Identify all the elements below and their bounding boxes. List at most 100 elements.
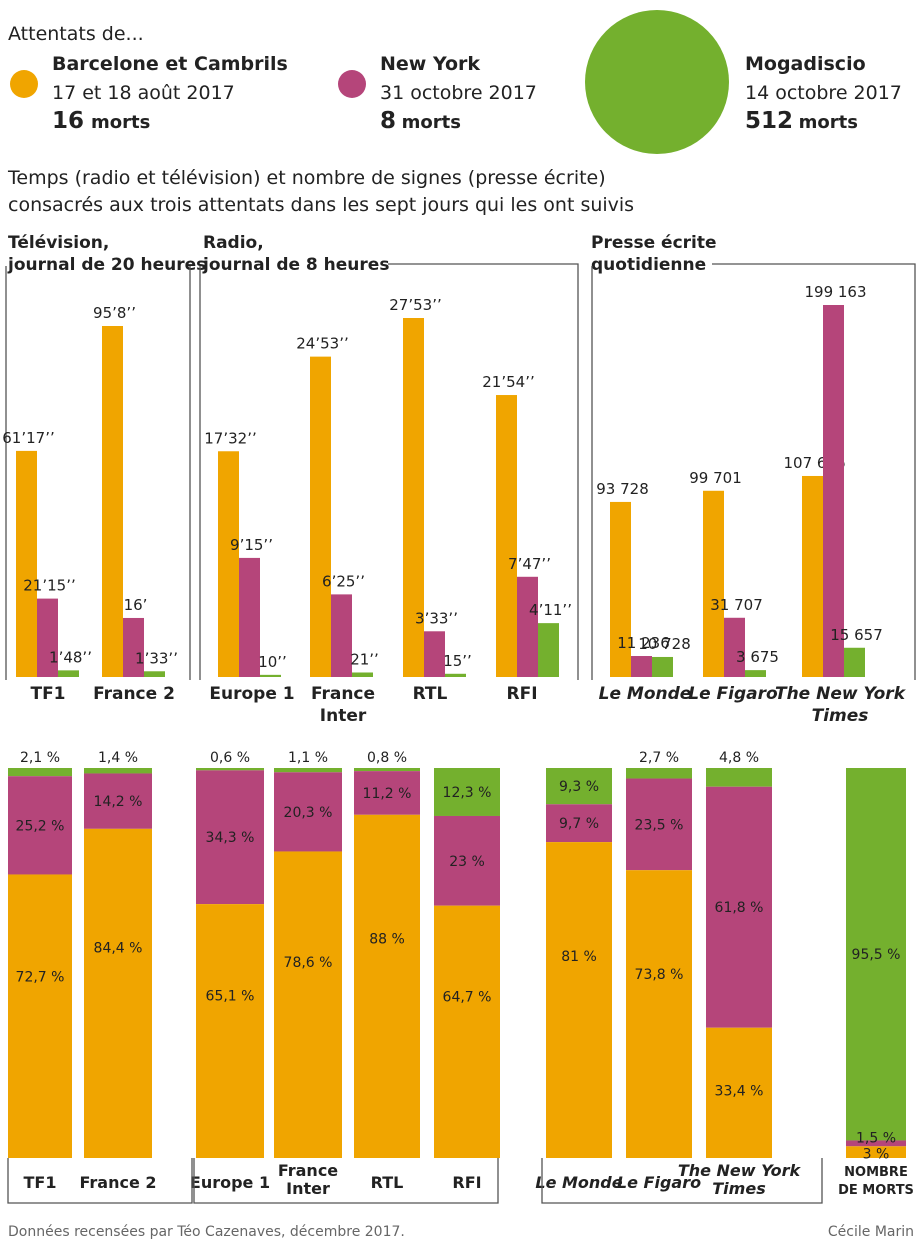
share-label-nombre-de-morts-mogadiscio: 95,5 % — [852, 947, 901, 963]
bar-tf1-barcelona — [16, 450, 37, 677]
bar-france-inter-newyork — [331, 594, 352, 677]
tv-bottom-bracket — [7, 1158, 193, 1204]
share-label-rtl-mogadiscio: 0,8 % — [367, 750, 407, 766]
value-label-france-2-barcelona: 95’8’’ — [93, 304, 136, 322]
stack-france-inter-newyork — [274, 772, 342, 852]
subtitle-line-1: Temps (radio et télévision) et nombre de… — [7, 167, 606, 189]
share-label-tf1-newyork: 25,2 % — [16, 818, 65, 834]
share-label-le-figaro-mogadiscio: 2,7 % — [639, 750, 679, 766]
value-label-le-figaro-mogadiscio: 3 675 — [736, 648, 779, 666]
stack-europe-1-newyork — [196, 770, 264, 905]
stack-tf1-barcelona — [8, 874, 72, 1158]
stack-le-figaro-newyork — [626, 778, 692, 871]
bar-the-new-york-times-barcelona — [802, 475, 823, 677]
legend-mogadiscio-date: 14 octobre 2017 — [745, 82, 902, 104]
value-label-le-figaro-newyork: 31 707 — [710, 596, 763, 614]
bar-tf1-newyork — [37, 598, 58, 677]
share-label-rtl-barcelona: 88 % — [369, 931, 405, 947]
share-label-france-inter-barcelona: 78,6 % — [284, 955, 333, 971]
bar-rtl-mogadiscio — [445, 673, 466, 677]
category-label-the-new-york-times: The New York — [775, 684, 907, 704]
bottom-category-nombre-de-morts: NOMBRE — [844, 1165, 908, 1180]
share-label-the-new-york-times-newyork: 61,8 % — [715, 900, 764, 916]
value-label-france-inter-newyork: 6’25’’ — [322, 572, 365, 590]
legend-barcelona-deaths: 16 morts — [52, 108, 150, 134]
bottom-category-france-inter: France — [278, 1161, 338, 1180]
bottom-category-tf1: TF1 — [24, 1173, 57, 1192]
bar-le-monde-newyork — [631, 656, 652, 677]
bottom-category-rtl: RTL — [371, 1173, 404, 1192]
stack-the-new-york-times-newyork — [706, 786, 772, 1028]
legend-mogadiscio-deaths: 512 morts — [745, 108, 858, 134]
value-label-le-monde-newyork: 11 236 — [617, 634, 670, 652]
group-tv-title-1: Télévision, — [8, 233, 109, 253]
footer-credit: Cécile Marin — [828, 1224, 914, 1240]
value-label-rtl-newyork: 3’33’’ — [415, 609, 458, 627]
value-label-rtl-barcelona: 27’53’’ — [389, 296, 441, 314]
legend-newyork-date: 31 octobre 2017 — [380, 82, 537, 104]
legend-heading: Attentats de... — [8, 23, 144, 45]
bottom-category-rfi: RFI — [452, 1173, 481, 1192]
group-tv-title-2: journal de 20 heures — [7, 255, 206, 275]
bar-france-inter-barcelona — [310, 356, 331, 677]
stack-tf1-mogadiscio — [8, 768, 72, 777]
value-label-france-inter-barcelona: 24’53’’ — [296, 335, 348, 353]
stack-tf1-newyork — [8, 776, 72, 875]
stack-le-monde-mogadiscio — [546, 768, 612, 805]
stack-the-new-york-times-mogadiscio — [706, 768, 772, 787]
category-label-tf1: TF1 — [30, 684, 65, 704]
value-label-le-figaro-barcelona: 99 701 — [689, 469, 742, 487]
mogadiscio-legend-circle — [585, 10, 729, 154]
stack-rfi-mogadiscio — [434, 768, 500, 816]
bottom-category-the-new-york-times: The New York — [678, 1161, 802, 1180]
value-label-tf1-barcelona: 61’17’’ — [2, 429, 54, 447]
bottom-category-france-2: France 2 — [79, 1173, 156, 1192]
value-label-france-2-mogadiscio: 1’33’’ — [135, 649, 178, 667]
share-label-france-inter-newyork: 20,3 % — [284, 805, 333, 821]
stack-rtl-mogadiscio — [354, 768, 420, 772]
stack-rtl-barcelona — [354, 814, 420, 1158]
newyork-legend-dot — [338, 70, 366, 98]
share-label-tf1-mogadiscio: 2,1 % — [20, 750, 60, 766]
share-label-le-monde-mogadiscio: 9,3 % — [559, 779, 599, 795]
group-press-title-1: Presse écrite — [591, 233, 717, 253]
value-label-the-new-york-times-newyork: 199 163 — [804, 283, 866, 301]
footer-source: Données recensées par Téo Cazenaves, déc… — [8, 1224, 405, 1240]
bar-le-figaro-newyork — [724, 617, 745, 677]
bar-rfi-mogadiscio — [538, 623, 559, 677]
category-label-france-2: France 2 — [93, 684, 175, 704]
share-label-europe-1-mogadiscio: 0,6 % — [210, 750, 250, 766]
bar-le-monde-mogadiscio — [652, 656, 673, 677]
group-radio-title-2: journal de 8 heures — [202, 255, 389, 275]
bar-rtl-barcelona — [403, 318, 424, 677]
value-label-tf1-newyork: 21’15’’ — [23, 577, 75, 595]
value-label-rtl-mogadiscio: 15’’ — [443, 652, 472, 670]
value-label-rfi-barcelona: 21’54’’ — [482, 373, 534, 391]
stack-france-2-barcelona — [84, 828, 152, 1158]
stack-nombre-de-morts-newyork — [846, 1140, 906, 1147]
bottom-category-the-new-york-times-2: Times — [712, 1179, 765, 1198]
bar-le-figaro-barcelona — [703, 490, 724, 677]
share-label-nombre-de-morts-newyork: 1,5 % — [856, 1130, 896, 1146]
bottom-category-europe-1: Europe 1 — [190, 1173, 270, 1192]
bar-le-monde-barcelona — [610, 501, 631, 677]
bar-rfi-barcelona — [496, 395, 517, 677]
stack-le-monde-barcelona — [546, 842, 612, 1158]
share-label-le-figaro-newyork: 23,5 % — [635, 817, 684, 833]
bar-europe-1-mogadiscio — [260, 674, 281, 677]
category-label-le-monde: Le Monde — [599, 684, 692, 704]
category-label-france-inter: France — [311, 684, 375, 704]
bar-france-2-mogadiscio — [144, 671, 165, 677]
legend-barcelona-title: Barcelone et Cambrils — [52, 53, 288, 75]
bar-rfi-newyork — [517, 576, 538, 677]
stack-le-figaro-barcelona — [626, 870, 692, 1158]
category-label-rfi: RFI — [506, 684, 537, 704]
share-label-france-inter-mogadiscio: 1,1 % — [288, 750, 328, 766]
legend-newyork-deaths: 8 morts — [380, 108, 461, 134]
share-label-france-2-mogadiscio: 1,4 % — [98, 750, 138, 766]
share-label-france-2-barcelona: 84,4 % — [94, 940, 143, 956]
value-label-france-inter-mogadiscio: 21’’ — [350, 650, 379, 668]
bar-rtl-newyork — [424, 631, 445, 677]
barcelona-legend-dot — [10, 70, 38, 98]
bar-europe-1-barcelona — [218, 451, 239, 677]
